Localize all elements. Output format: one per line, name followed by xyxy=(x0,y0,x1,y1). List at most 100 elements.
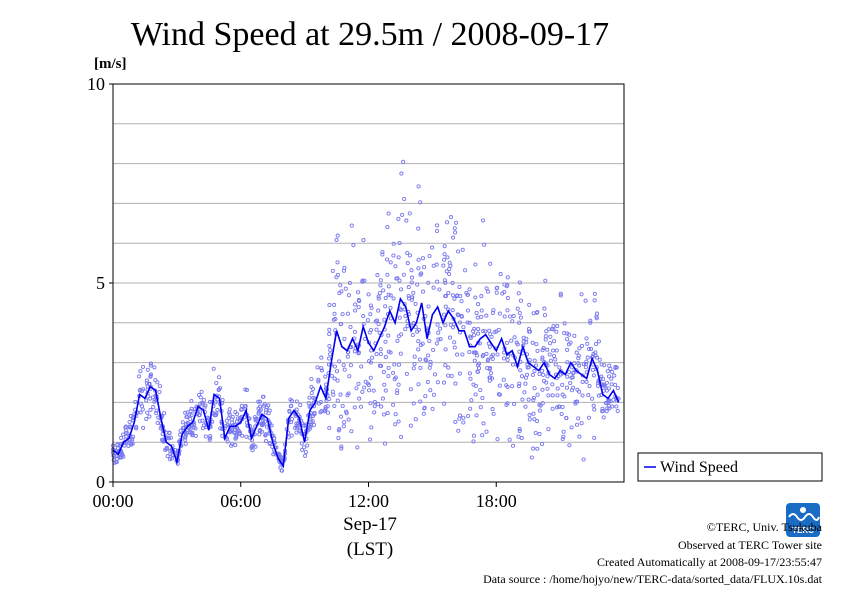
wind-sample-point xyxy=(442,401,447,406)
wind-sample-point xyxy=(447,271,452,277)
wind-sample-point xyxy=(436,330,441,335)
wind-sample-point xyxy=(467,320,472,325)
wind-sample-point xyxy=(342,336,347,341)
wind-sample-point xyxy=(383,304,388,309)
wind-sample-point xyxy=(446,365,451,370)
wind-sample-point xyxy=(475,315,480,320)
wind-sample-point xyxy=(148,361,154,366)
wind-sample-point xyxy=(453,381,458,386)
wind-sample-point xyxy=(540,401,545,406)
wind-sample-point xyxy=(340,404,345,409)
wind-sample-point xyxy=(453,419,458,424)
wind-sample-point xyxy=(340,312,345,317)
wind-sample-point xyxy=(357,396,362,401)
wind-sample-point xyxy=(465,308,470,313)
wind-sample-point xyxy=(382,441,388,446)
wind-sample-point xyxy=(227,412,232,417)
wind-sample-point xyxy=(545,347,550,352)
wind-sample-point xyxy=(532,386,537,391)
wind-sample-point xyxy=(423,357,428,362)
wind-sample-point xyxy=(383,339,388,344)
wind-speed-line xyxy=(112,296,620,469)
wind-sample-point xyxy=(157,384,162,389)
wind-sample-point xyxy=(540,357,545,362)
wind-sample-point xyxy=(525,372,530,377)
wind-sample-point xyxy=(540,348,545,353)
wind-sample-point xyxy=(530,372,535,377)
y-axis-ticks: 0 5 10 xyxy=(87,74,113,492)
wind-sample-point xyxy=(217,386,223,391)
wind-sample-point xyxy=(339,289,344,294)
wind-sample-point xyxy=(184,414,189,420)
wind-sample-point xyxy=(580,373,585,378)
wind-sample-point xyxy=(434,228,440,234)
wind-sample-point xyxy=(490,310,495,315)
wind-sample-point xyxy=(476,366,482,371)
wind-sample-point xyxy=(199,400,205,405)
wind-sample-point xyxy=(395,338,400,343)
wind-sample-point xyxy=(445,255,450,260)
wind-sample-point xyxy=(467,371,472,376)
wind-sample-point xyxy=(349,429,354,434)
wind-sample-point xyxy=(535,309,540,315)
wind-sample-point xyxy=(427,253,432,259)
wind-sample-point xyxy=(614,404,619,409)
wind-sample-point xyxy=(530,340,535,345)
wind-sample-point xyxy=(347,374,352,379)
wind-sample-point xyxy=(455,352,460,357)
wind-sample-point xyxy=(473,262,478,267)
wind-sample-point xyxy=(443,280,448,285)
wind-sample-point xyxy=(330,268,335,273)
wind-sample-point xyxy=(346,350,351,355)
wind-sample-point xyxy=(406,293,411,299)
wind-sample-point xyxy=(590,396,595,401)
wind-sample-point xyxy=(569,425,574,430)
wind-sample-point xyxy=(441,263,446,268)
wind-sample-point xyxy=(477,341,482,346)
wind-sample-point xyxy=(496,327,501,332)
wind-sample-point xyxy=(604,409,609,414)
wind-sample-point xyxy=(435,223,440,228)
wind-sample-point xyxy=(229,427,235,432)
wind-sample-point xyxy=(457,284,462,290)
wind-sample-point xyxy=(182,435,187,440)
wind-sample-point xyxy=(381,370,386,375)
wind-sample-point xyxy=(388,350,393,355)
footer-copyright: ©TERC, Univ. Tsukuba xyxy=(707,520,823,534)
wind-sample-point xyxy=(342,367,347,372)
wind-sample-point xyxy=(545,374,550,379)
x-timezone-label: (LST) xyxy=(347,539,393,560)
wind-sample-point xyxy=(484,351,489,356)
line-layer xyxy=(112,296,620,469)
wind-sample-point xyxy=(523,381,528,386)
wind-sample-point xyxy=(382,317,387,322)
wind-sample-point xyxy=(140,387,146,392)
wind-sample-point xyxy=(263,433,268,438)
wind-sample-point xyxy=(160,438,165,443)
wind-sample-point xyxy=(407,253,412,258)
wind-sample-point xyxy=(352,349,357,354)
wind-sample-point xyxy=(426,280,431,285)
wind-sample-point xyxy=(309,422,314,427)
wind-sample-point xyxy=(431,347,436,352)
wind-sample-point xyxy=(560,436,565,442)
wind-sample-point xyxy=(577,434,582,439)
wind-sample-point xyxy=(332,302,337,307)
wind-sample-point xyxy=(257,399,262,404)
wind-sample-point xyxy=(518,315,523,320)
wind-sample-point xyxy=(447,260,452,265)
wind-sample-point xyxy=(395,388,400,393)
wind-sample-point xyxy=(286,435,291,440)
wind-sample-point xyxy=(392,362,397,367)
wind-sample-point xyxy=(148,363,153,368)
wind-sample-point xyxy=(494,290,499,295)
wind-sample-point xyxy=(215,407,220,412)
wind-sample-point xyxy=(519,436,524,441)
wind-sample-point xyxy=(511,314,516,319)
wind-sample-point xyxy=(307,404,312,409)
wind-sample-point xyxy=(564,385,570,390)
wind-sample-point xyxy=(141,425,146,430)
wind-sample-point xyxy=(489,376,495,381)
wind-sample-point xyxy=(478,387,483,393)
wind-sample-point xyxy=(188,430,193,435)
